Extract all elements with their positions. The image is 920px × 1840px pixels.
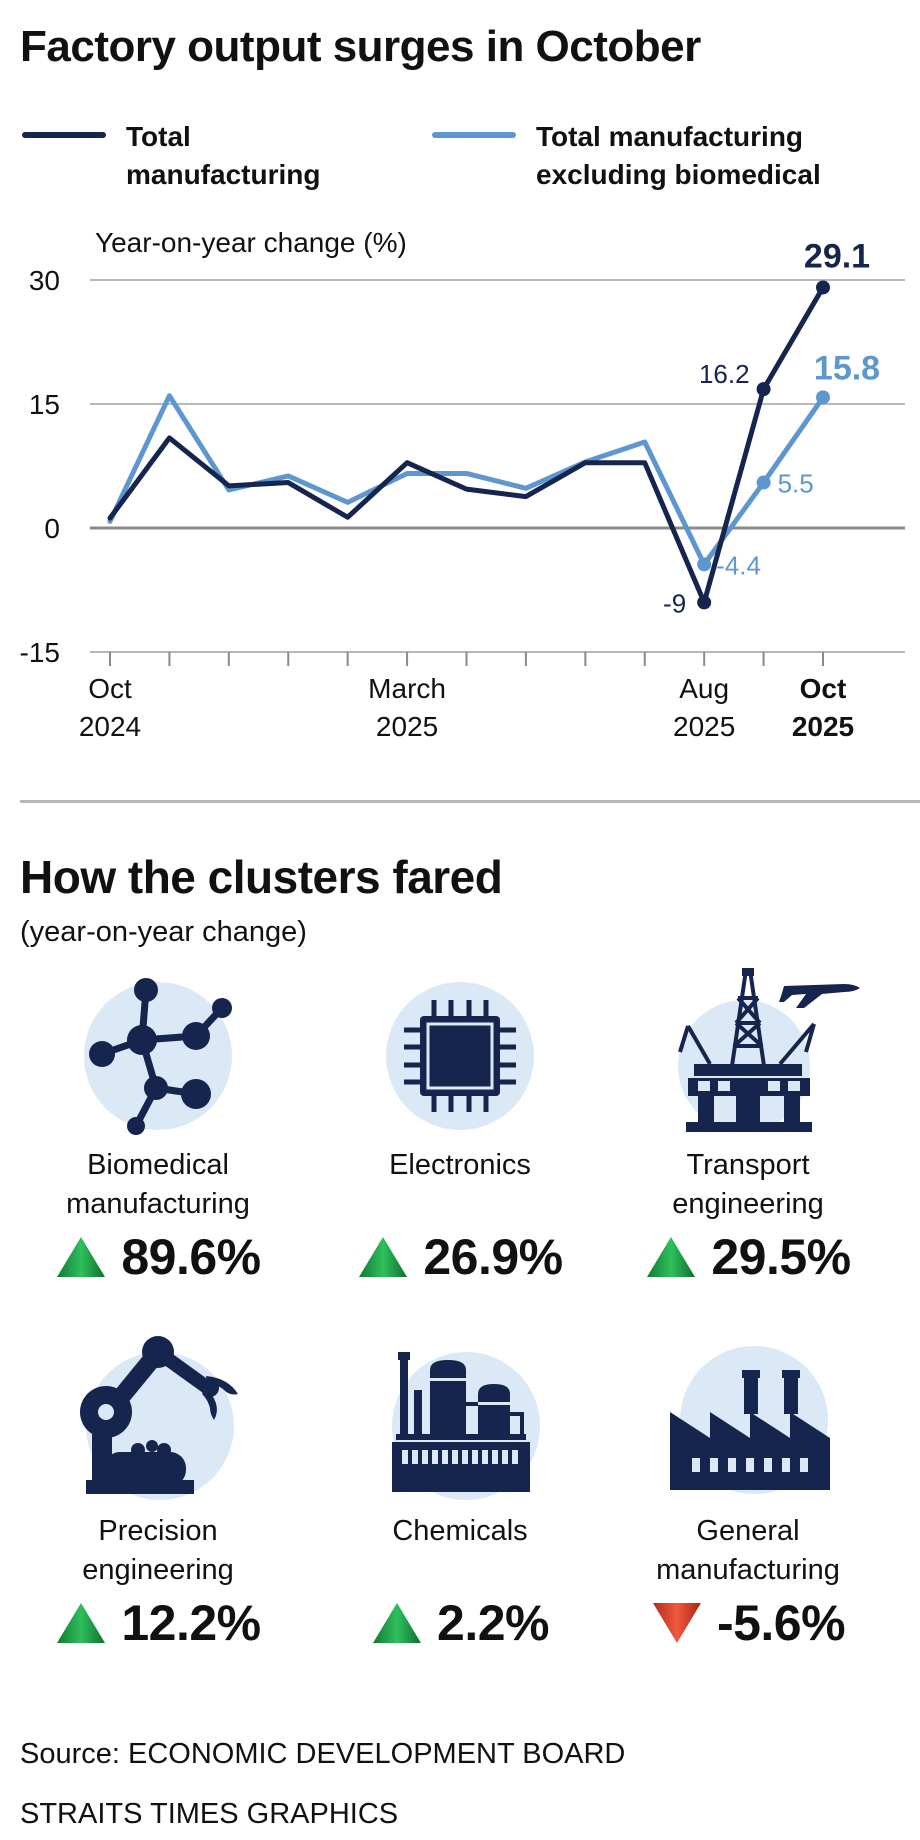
y-tick-label: 0 — [44, 513, 60, 544]
cluster-value: -5.6% — [716, 1595, 846, 1651]
cluster-value: 89.6% — [121, 1229, 261, 1285]
cluster-biomedical: Biomedical manufacturing 89.6% — [8, 968, 308, 1286]
cluster-name: General manufacturing — [598, 1512, 898, 1590]
up-triangle-icon — [373, 1603, 422, 1643]
robotic-arm-icon — [8, 1334, 308, 1504]
y-axis-label: Year-on-year change (%) — [95, 227, 407, 258]
cluster-chemicals: Chemicals 2.2% — [310, 1334, 610, 1652]
cluster-name-line1: Precision — [98, 1515, 218, 1547]
data-label: 16.2 — [699, 359, 750, 389]
molecule-icon — [8, 968, 308, 1138]
cluster-electronics: Electronics 26.9% — [310, 968, 610, 1286]
legend-line-navy — [22, 132, 106, 138]
down-triangle-icon — [652, 1603, 701, 1643]
x-tick-label: Oct — [88, 673, 132, 704]
cluster-value-row: 12.2% — [8, 1594, 308, 1652]
chemical-plant-icon — [310, 1334, 610, 1504]
cluster-value-row: 26.9% — [310, 1228, 610, 1286]
x-tick-label: Aug — [679, 673, 729, 704]
cluster-precision-engineering: Precision engineering 12.2% — [8, 1334, 308, 1652]
source-note: Source: ECONOMIC DEVELOPMENT BOARD — [20, 1738, 626, 1770]
cluster-name: Precision engineering — [8, 1512, 308, 1590]
up-triangle-icon — [359, 1237, 408, 1277]
x-tick-label: Oct — [800, 673, 847, 704]
cluster-name-line2: engineering — [82, 1554, 234, 1586]
microchip-icon — [310, 968, 610, 1138]
x-tick-label: March — [368, 673, 446, 704]
legend-label: Total manufacturing — [126, 118, 320, 194]
x-tick-label: 2024 — [79, 711, 141, 742]
cluster-name: Biomedical manufacturing — [8, 1146, 308, 1224]
data-label: 5.5 — [778, 469, 814, 499]
cluster-name-line1: Electronics — [389, 1149, 531, 1181]
data-point — [756, 382, 771, 397]
cluster-value-row: 2.2% — [310, 1594, 610, 1652]
cluster-value-row: 29.5% — [598, 1228, 898, 1286]
clusters-heading: How the clusters fared — [20, 851, 503, 903]
x-tick-label: 2025 — [376, 711, 438, 742]
legend-total-manufacturing: Total manufacturing — [22, 118, 320, 194]
legend-label-line2: excluding biomedical — [536, 159, 821, 190]
cluster-name-line1: General — [696, 1515, 800, 1547]
data-point — [816, 390, 830, 405]
cluster-name: Chemicals — [310, 1512, 610, 1590]
cluster-name-line2: engineering — [672, 1188, 824, 1220]
cluster-name-line1: Chemicals — [392, 1515, 528, 1547]
cluster-name-line2: manufacturing — [656, 1554, 840, 1586]
cluster-name-line1: Transport — [686, 1149, 810, 1181]
data-point — [697, 557, 712, 572]
data-label: 29.1 — [804, 237, 870, 275]
series-line-excluding-biomedical — [107, 393, 826, 567]
legend-label-line1: Total — [126, 121, 191, 152]
data-label: 15.8 — [814, 349, 880, 387]
legend-label: Total manufacturing excluding biomedical — [536, 118, 821, 194]
legend-label-line2: manufacturing — [126, 159, 321, 190]
cluster-value: 12.2% — [121, 1595, 261, 1651]
y-tick-label: 15 — [29, 389, 60, 420]
line-chart: Year-on-year change (%) -15 0 15 30 Oct 2024 Ma… — [20, 227, 905, 742]
cluster-value: 29.5% — [711, 1229, 851, 1285]
cluster-general-manufacturing: General manufacturing -5.6% — [598, 1334, 898, 1652]
y-tick-label: 30 — [29, 265, 60, 296]
cluster-value: 2.2% — [437, 1595, 549, 1651]
cluster-value-row: 89.6% — [8, 1228, 308, 1286]
up-triangle-icon — [57, 1603, 106, 1643]
cluster-name-line2: manufacturing — [66, 1188, 250, 1220]
cluster-name-line1: Biomedical — [87, 1149, 229, 1181]
up-triangle-icon — [647, 1237, 696, 1277]
chart-title: Factory output surges in October — [20, 22, 701, 71]
cluster-transport-engineering: Transport engineering 29.5% — [598, 968, 898, 1286]
cluster-value-row: -5.6% — [598, 1594, 898, 1652]
oil-rig-airplane-icon — [598, 968, 898, 1138]
credit-line: STRAITS TIMES GRAPHICS — [20, 1798, 399, 1830]
data-point — [697, 595, 712, 610]
legend-excluding-biomedical: Total manufacturing excluding biomedical — [432, 118, 821, 194]
legend-label-line1: Total manufacturing — [536, 121, 804, 152]
data-point — [756, 475, 771, 490]
x-tick-label: 2025 — [673, 711, 735, 742]
cluster-name: Transport engineering — [598, 1146, 898, 1224]
cluster-name: Electronics — [310, 1146, 610, 1224]
cluster-value: 26.9% — [423, 1229, 563, 1285]
section-divider — [20, 800, 920, 803]
clusters-subheading: (year-on-year change) — [20, 916, 307, 948]
factory-icon — [598, 1334, 898, 1504]
y-tick-label: -15 — [20, 637, 60, 668]
data-label: -4.4 — [716, 550, 761, 580]
x-tick-label: 2025 — [792, 711, 854, 742]
legend-line-light-blue — [432, 132, 516, 138]
up-triangle-icon — [57, 1237, 106, 1277]
data-label: -9 — [663, 588, 686, 618]
data-point — [816, 280, 830, 295]
